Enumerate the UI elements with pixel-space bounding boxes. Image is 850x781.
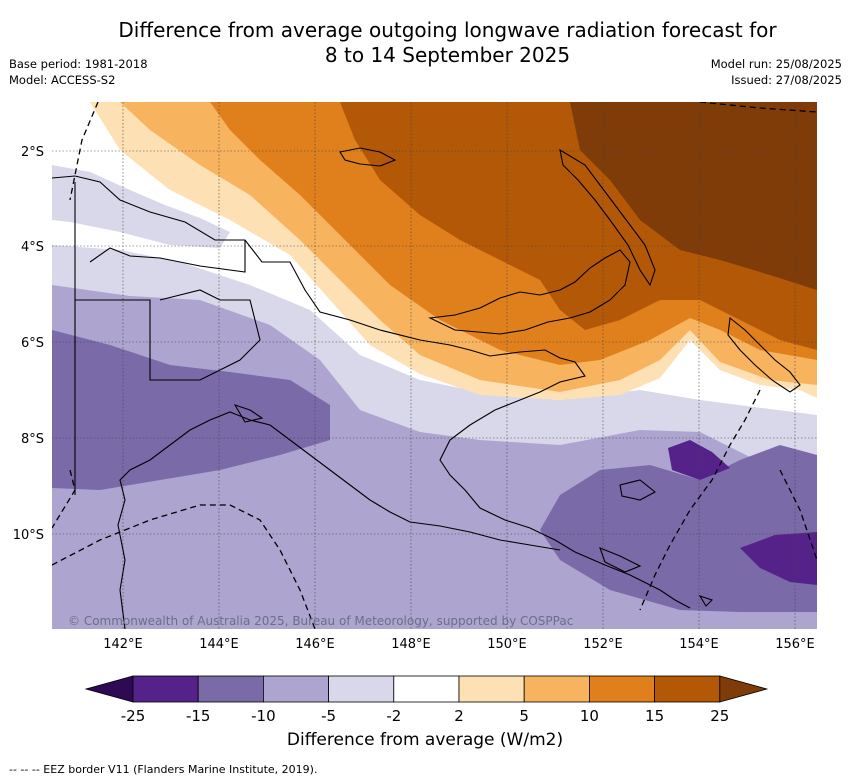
band-deep-purple-2 — [740, 532, 817, 585]
colorbar-segments — [84, 675, 769, 703]
bougainville-coast — [727, 316, 801, 393]
copyright-text: © Commonwealth of Australia 2025, Bureau… — [68, 614, 573, 628]
longitude-labels: 142°E 144°E 146°E 148°E 150°E 152°E 154°… — [103, 637, 815, 652]
lat-label: 2°S — [21, 145, 44, 160]
colorbar-extend-low — [84, 675, 134, 703]
colorbar-labels: -25 -15 -10 -5 -2 2 5 10 15 25 — [121, 707, 730, 725]
lon-label: 152°E — [583, 637, 623, 652]
small-islands — [233, 404, 714, 607]
colorbar-segment — [262, 675, 329, 703]
colorbar-tick-label: -10 — [251, 707, 276, 725]
colorbar-tick-label: -15 — [186, 707, 211, 725]
model-run-text: Model run: 25/08/2025 — [710, 57, 842, 71]
band-light-lavender-patch — [52, 165, 230, 248]
colorbar-segment — [197, 675, 264, 703]
colorbar-tick-label: -5 — [321, 707, 336, 725]
new-ireland-coast — [559, 148, 656, 287]
base-period-text: Base period: 1981-2018 — [9, 57, 148, 71]
map-title: Difference from average outgoing longwav… — [80, 18, 815, 68]
forecast-map: © Commonwealth of Australia 2025, Bureau… — [13, 102, 817, 652]
graticule — [52, 102, 817, 629]
colorbar-title: Difference from average (W/m2) — [286, 730, 564, 750]
colorbar-segment — [523, 675, 590, 703]
colorbar-segment — [393, 675, 460, 703]
colorbar-extend-high — [719, 675, 769, 703]
lon-label: 154°E — [679, 637, 719, 652]
issued-text: Issued: 27/08/2025 — [731, 73, 842, 87]
meta-right: Model run: 25/08/2025 Issued: 27/08/2025 — [711, 56, 842, 88]
colorbar-segment — [458, 675, 525, 703]
lon-label: 148°E — [391, 637, 431, 652]
manus-coast — [339, 147, 397, 167]
lon-label: 146°E — [295, 637, 335, 652]
lon-label: 156°E — [775, 637, 815, 652]
lat-label: 4°S — [21, 240, 44, 255]
lon-label: 142°E — [103, 637, 143, 652]
lat-label: 6°S — [21, 336, 44, 351]
colorbar: -25 -15 -10 -5 -2 2 5 10 15 25 — [84, 675, 769, 725]
colorbar-segment — [132, 675, 199, 703]
title-line-2: 8 to 14 September 2025 — [324, 43, 571, 67]
coastlines — [52, 147, 801, 629]
lat-label: 8°S — [21, 432, 44, 447]
band-purple-east — [540, 445, 817, 612]
colorbar-tick-label: 15 — [645, 707, 664, 725]
band-darkest-brown — [570, 102, 817, 290]
lon-label: 144°E — [199, 637, 239, 652]
colorbar-tick-label: 25 — [710, 707, 729, 725]
anomaly-field — [52, 102, 817, 629]
colorbar-tick-label: 10 — [580, 707, 599, 725]
lon-label: 150°E — [487, 637, 527, 652]
new-britain-coast — [428, 249, 631, 335]
model-text: Model: ACCESS-S2 — [9, 73, 116, 87]
new-guinea-coast — [52, 175, 691, 629]
colorbar-tick-label: 2 — [454, 707, 464, 725]
colorbar-tick-label: -2 — [386, 707, 401, 725]
png-indonesia-border — [74, 182, 261, 495]
latitude-labels: 2°S 4°S 6°S 8°S 10°S — [13, 145, 44, 543]
band-purple-west — [52, 330, 330, 490]
eez-footnote: -- -- -- EEZ border V11 (Flanders Marine… — [9, 763, 318, 776]
title-line-1: Difference from average outgoing longwav… — [118, 18, 777, 42]
colorbar-segment — [589, 675, 656, 703]
meta-left: Base period: 1981-2018 Model: ACCESS-S2 — [9, 56, 148, 88]
eez-border — [52, 102, 817, 629]
colorbar-segment — [654, 675, 721, 703]
colorbar-tick-label: 5 — [519, 707, 529, 725]
colorbar-tick-label: -25 — [121, 707, 146, 725]
colorbar-segment — [328, 675, 395, 703]
lat-label: 10°S — [13, 528, 44, 543]
